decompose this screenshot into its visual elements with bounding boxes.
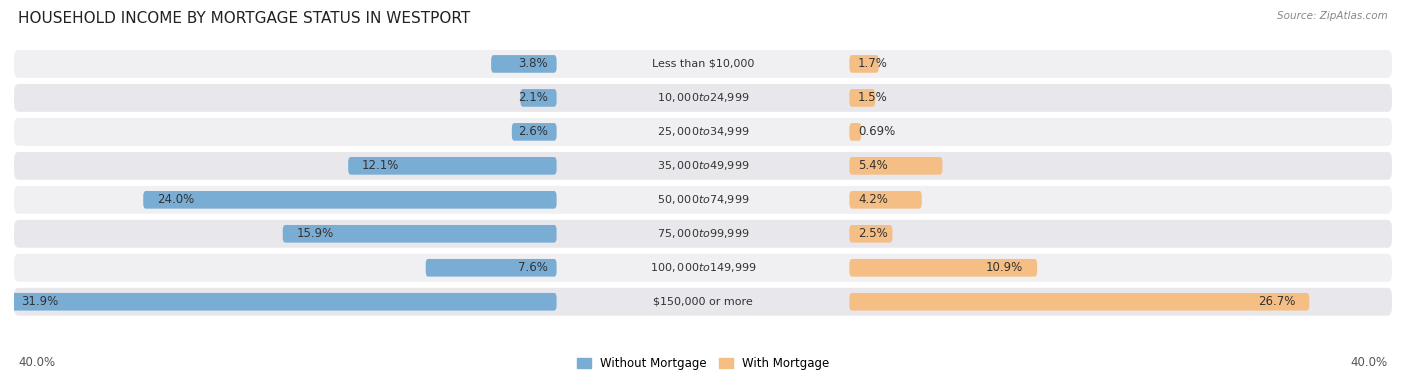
Text: Less than $10,000: Less than $10,000 xyxy=(652,59,754,69)
FancyBboxPatch shape xyxy=(14,118,1392,146)
FancyBboxPatch shape xyxy=(349,157,557,175)
Text: 0.69%: 0.69% xyxy=(858,126,896,138)
FancyBboxPatch shape xyxy=(849,191,922,208)
Text: $100,000 to $149,999: $100,000 to $149,999 xyxy=(650,261,756,274)
Text: 10.9%: 10.9% xyxy=(986,261,1024,274)
FancyBboxPatch shape xyxy=(143,191,557,208)
FancyBboxPatch shape xyxy=(849,55,879,73)
Text: 40.0%: 40.0% xyxy=(1351,357,1388,369)
FancyBboxPatch shape xyxy=(14,50,1392,78)
Text: 12.1%: 12.1% xyxy=(361,159,399,172)
Text: 2.1%: 2.1% xyxy=(519,91,548,104)
FancyBboxPatch shape xyxy=(849,259,1038,277)
Text: $25,000 to $34,999: $25,000 to $34,999 xyxy=(657,126,749,138)
Legend: Without Mortgage, With Mortgage: Without Mortgage, With Mortgage xyxy=(572,352,834,375)
Text: $150,000 or more: $150,000 or more xyxy=(654,297,752,307)
Text: 7.6%: 7.6% xyxy=(519,261,548,274)
FancyBboxPatch shape xyxy=(14,152,1392,180)
FancyBboxPatch shape xyxy=(849,293,1309,311)
FancyBboxPatch shape xyxy=(426,259,557,277)
Text: $35,000 to $49,999: $35,000 to $49,999 xyxy=(657,159,749,172)
Text: 26.7%: 26.7% xyxy=(1258,295,1295,308)
Text: 2.6%: 2.6% xyxy=(519,126,548,138)
FancyBboxPatch shape xyxy=(849,225,893,243)
FancyBboxPatch shape xyxy=(14,84,1392,112)
FancyBboxPatch shape xyxy=(14,220,1392,248)
FancyBboxPatch shape xyxy=(849,123,862,141)
Text: 2.5%: 2.5% xyxy=(858,227,887,240)
Text: 4.2%: 4.2% xyxy=(858,193,887,206)
Text: $10,000 to $24,999: $10,000 to $24,999 xyxy=(657,91,749,104)
FancyBboxPatch shape xyxy=(520,89,557,107)
FancyBboxPatch shape xyxy=(849,157,942,175)
Text: HOUSEHOLD INCOME BY MORTGAGE STATUS IN WESTPORT: HOUSEHOLD INCOME BY MORTGAGE STATUS IN W… xyxy=(18,11,471,26)
Text: 15.9%: 15.9% xyxy=(297,227,333,240)
FancyBboxPatch shape xyxy=(283,225,557,243)
FancyBboxPatch shape xyxy=(512,123,557,141)
FancyBboxPatch shape xyxy=(491,55,557,73)
Text: 40.0%: 40.0% xyxy=(18,357,55,369)
Text: 1.7%: 1.7% xyxy=(858,57,887,70)
FancyBboxPatch shape xyxy=(14,186,1392,214)
Text: $75,000 to $99,999: $75,000 to $99,999 xyxy=(657,227,749,240)
FancyBboxPatch shape xyxy=(14,288,1392,316)
Text: $50,000 to $74,999: $50,000 to $74,999 xyxy=(657,193,749,206)
FancyBboxPatch shape xyxy=(849,89,875,107)
Text: 3.8%: 3.8% xyxy=(519,57,548,70)
FancyBboxPatch shape xyxy=(7,293,557,311)
Text: 1.5%: 1.5% xyxy=(858,91,887,104)
Text: Source: ZipAtlas.com: Source: ZipAtlas.com xyxy=(1277,11,1388,21)
FancyBboxPatch shape xyxy=(14,254,1392,282)
Text: 31.9%: 31.9% xyxy=(21,295,58,308)
Text: 24.0%: 24.0% xyxy=(157,193,194,206)
Text: 5.4%: 5.4% xyxy=(858,159,887,172)
